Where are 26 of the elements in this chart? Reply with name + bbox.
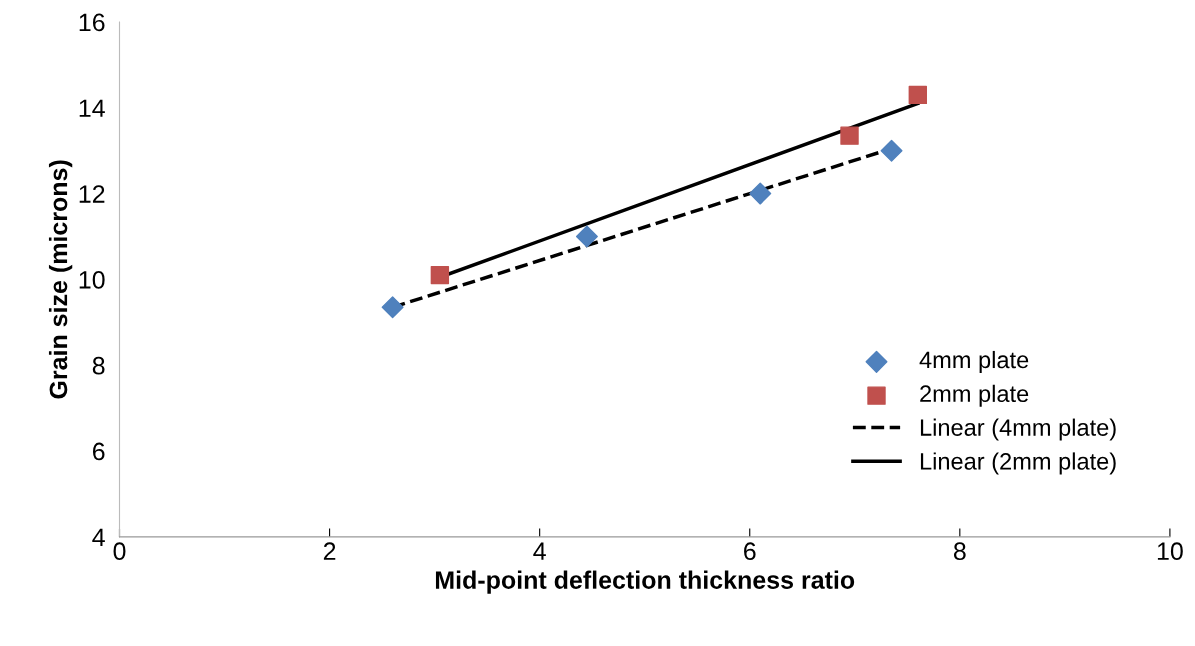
point bbox=[840, 126, 859, 145]
legend-label: Linear (2mm plate) bbox=[920, 452, 1116, 475]
point bbox=[880, 139, 903, 162]
y-tick-label: 16 bbox=[79, 13, 105, 32]
y-tick-label: 12 bbox=[79, 185, 105, 203]
x-axis-title: Mid-point deflection thickness ratio bbox=[435, 570, 855, 594]
x-tick-label: 0 bbox=[113, 542, 126, 561]
legend-label: Linear (4mm plate) bbox=[920, 418, 1116, 441]
x-tick-label: 2 bbox=[323, 542, 336, 560]
point bbox=[749, 182, 772, 205]
legend-label: 2mm plate bbox=[920, 384, 1029, 407]
point bbox=[381, 296, 404, 319]
y-tick-label: 8 bbox=[92, 356, 105, 375]
y-axis-title: Grain size (microns) bbox=[48, 160, 73, 399]
x-tick-label: 8 bbox=[953, 542, 966, 561]
point bbox=[575, 225, 598, 248]
y-tick-label: 6 bbox=[92, 442, 105, 461]
y-tick-label: 4 bbox=[92, 528, 105, 546]
legend-label: 4mm plate bbox=[919, 350, 1029, 373]
x-tick-label: 10 bbox=[1157, 542, 1183, 561]
point bbox=[908, 85, 928, 105]
x-tick-label: 4 bbox=[533, 542, 546, 560]
y-tick-label: 10 bbox=[79, 271, 105, 289]
point bbox=[430, 265, 450, 285]
y-tick-label: 14 bbox=[79, 99, 105, 117]
x-tick-label: 6 bbox=[744, 542, 756, 561]
